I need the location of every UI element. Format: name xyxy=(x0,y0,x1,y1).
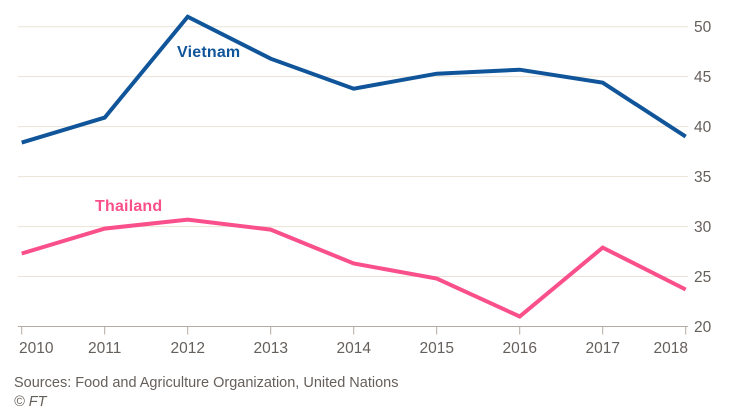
series-label-thailand: Thailand xyxy=(95,198,163,215)
y-tick-label-45: 45 xyxy=(694,69,711,86)
x-tick-label-2017: 2017 xyxy=(585,340,619,357)
series-line-thailand xyxy=(21,217,687,319)
series-line-vietnam xyxy=(21,14,687,145)
x-tick-label-2015: 2015 xyxy=(419,340,453,357)
chart-footer: Sources: Food and Agriculture Organizati… xyxy=(14,374,398,412)
x-tick-label-2012: 2012 xyxy=(170,340,204,357)
x-tick-label-2013: 2013 xyxy=(253,340,287,357)
x-tick-label-2018: 2018 xyxy=(654,340,688,357)
y-tick-label-35: 35 xyxy=(694,169,711,186)
x-tick-label-2011: 2011 xyxy=(88,340,121,357)
ft-credit: © FT xyxy=(14,394,47,410)
y-tick-label-50: 50 xyxy=(694,19,712,36)
x-tick-label-2010: 2010 xyxy=(19,340,54,357)
y-tick-label-25: 25 xyxy=(694,269,711,286)
y-tick-label-30: 30 xyxy=(694,219,712,236)
y-tick-label-20: 20 xyxy=(694,319,712,336)
x-tick-label-2016: 2016 xyxy=(502,340,536,357)
y-tick-label-40: 40 xyxy=(694,119,712,136)
sources-text: Sources: Food and Agriculture Organizati… xyxy=(14,375,399,391)
x-tick-label-2014: 2014 xyxy=(336,340,371,357)
series-label-vietnam: Vietnam xyxy=(177,44,241,61)
